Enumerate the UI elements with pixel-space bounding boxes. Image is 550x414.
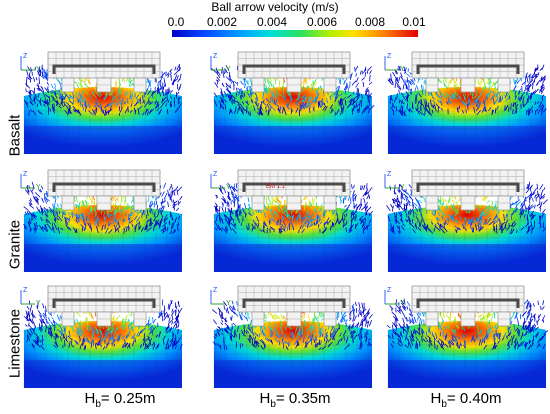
colorbar-tick-3: 0.006 bbox=[306, 15, 338, 29]
svg-text:Z: Z bbox=[213, 171, 218, 178]
svg-text:Z: Z bbox=[213, 53, 218, 60]
svg-text:Y: Y bbox=[36, 184, 41, 191]
colorbar bbox=[172, 30, 418, 37]
svg-text:Z: Z bbox=[213, 287, 218, 294]
svg-text:Y: Y bbox=[400, 184, 405, 191]
colorbar-tick-1: 0.002 bbox=[206, 15, 238, 29]
svg-text:Y: Y bbox=[226, 184, 231, 191]
colorbar-title: Ball arrow velocity (m/s) bbox=[211, 0, 339, 14]
column-label-3: Hb= 0.40m bbox=[430, 390, 502, 410]
panel-granite-035: Z Y EM 1.1 bbox=[208, 166, 378, 274]
svg-text:Z: Z bbox=[23, 287, 28, 294]
colorbar-tick-5: 0.01 bbox=[402, 15, 426, 29]
svg-text:Y: Y bbox=[226, 66, 231, 73]
svg-text:Y: Y bbox=[226, 300, 231, 307]
svg-text:Y: Y bbox=[36, 66, 41, 73]
column-label-1: Hb= 0.25m bbox=[84, 390, 156, 410]
svg-text:Z: Z bbox=[23, 53, 28, 60]
svg-text:Z: Z bbox=[23, 171, 28, 178]
svg-text:Z: Z bbox=[387, 53, 392, 60]
colorbar-tick-2: 0.004 bbox=[256, 15, 288, 29]
column-label-2: Hb= 0.35m bbox=[259, 390, 331, 410]
svg-text:Z: Z bbox=[387, 171, 392, 178]
colorbar-tick-0: 0.0 bbox=[167, 15, 185, 29]
svg-text:Y: Y bbox=[36, 300, 41, 307]
svg-text:EM 1.1: EM 1.1 bbox=[266, 184, 286, 190]
svg-text:Y: Y bbox=[400, 66, 405, 73]
colorbar-tick-4: 0.008 bbox=[354, 15, 386, 29]
